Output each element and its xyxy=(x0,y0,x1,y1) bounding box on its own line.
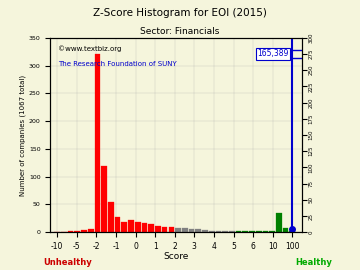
Text: Healthy: Healthy xyxy=(295,258,332,266)
Y-axis label: Number of companies (1067 total): Number of companies (1067 total) xyxy=(20,75,26,195)
Bar xyxy=(195,230,201,232)
Bar xyxy=(283,228,288,232)
Text: Sector: Financials: Sector: Financials xyxy=(140,27,220,36)
Bar xyxy=(121,222,127,232)
Bar xyxy=(141,223,147,232)
Bar xyxy=(242,231,248,232)
Bar xyxy=(168,227,174,232)
Bar xyxy=(101,166,107,232)
Bar xyxy=(276,213,282,232)
Text: Z-Score Histogram for EOI (2015): Z-Score Histogram for EOI (2015) xyxy=(93,8,267,18)
Bar xyxy=(155,225,161,232)
Bar xyxy=(209,231,215,232)
Bar xyxy=(95,55,100,232)
Bar xyxy=(68,231,73,232)
Bar xyxy=(189,229,194,232)
Bar xyxy=(135,222,141,232)
Bar xyxy=(262,231,268,232)
Bar xyxy=(128,220,134,232)
Bar xyxy=(81,230,87,232)
Text: The Research Foundation of SUNY: The Research Foundation of SUNY xyxy=(58,61,177,67)
Bar xyxy=(162,227,167,232)
Bar xyxy=(175,228,181,232)
Bar xyxy=(269,231,275,232)
Text: 165,389: 165,389 xyxy=(258,49,289,59)
Bar xyxy=(202,230,208,232)
Bar xyxy=(108,202,114,232)
Bar xyxy=(88,230,94,232)
Bar xyxy=(256,231,262,232)
X-axis label: Score: Score xyxy=(164,252,189,261)
Bar xyxy=(182,228,188,232)
Text: ©www.textbiz.org: ©www.textbiz.org xyxy=(58,46,121,52)
Bar xyxy=(148,224,154,232)
Bar xyxy=(289,231,295,232)
Bar xyxy=(249,231,255,232)
Bar xyxy=(115,217,121,232)
Bar xyxy=(216,231,221,232)
Bar xyxy=(229,231,235,232)
Text: Unhealthy: Unhealthy xyxy=(43,258,92,266)
Bar xyxy=(75,231,80,232)
Bar xyxy=(236,231,242,232)
Bar xyxy=(222,231,228,232)
